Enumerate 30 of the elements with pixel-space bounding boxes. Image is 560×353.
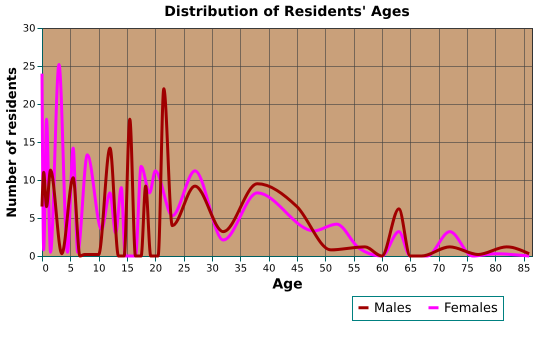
y-tick-label: 5 (29, 214, 36, 224)
x-tick-label: 80 (489, 264, 502, 274)
legend-label: Males (374, 300, 412, 316)
x-tick-label: 45 (291, 264, 304, 274)
x-tick-label: 60 (376, 264, 389, 274)
x-tick-label: 70 (432, 264, 446, 274)
y-axis-title: Number of residents (4, 66, 20, 218)
y-tick-label: 15 (22, 138, 36, 148)
x-tick-label: 10 (92, 264, 106, 274)
x-tick-label: 15 (121, 264, 134, 274)
x-tick-label: 55 (348, 264, 360, 274)
x-tick-label: 50 (319, 264, 332, 274)
x-tick-label: 20 (149, 264, 162, 274)
x-tick-label: 5 (68, 264, 74, 274)
x-tick-label: 85 (518, 264, 530, 274)
y-tick-label: 10 (22, 176, 36, 186)
y-tick-label: 30 (22, 24, 36, 34)
x-tick-label: 0 (42, 264, 49, 274)
chart-title: Distribution of Residents' Ages (164, 4, 410, 20)
x-tick-label: 40 (262, 264, 276, 274)
y-tick-label: 25 (22, 62, 36, 72)
x-tick-label: 25 (178, 264, 190, 274)
x-tick-label: 35 (234, 264, 248, 274)
y-tick-label: 0 (29, 252, 36, 262)
legend-label: Females (444, 300, 498, 316)
x-tick-label: 65 (404, 264, 418, 274)
y-tick-label: 20 (22, 100, 36, 110)
x-tick-label: 30 (206, 264, 219, 274)
x-axis-title: Age (272, 276, 303, 292)
x-tick-label: 75 (460, 264, 474, 274)
